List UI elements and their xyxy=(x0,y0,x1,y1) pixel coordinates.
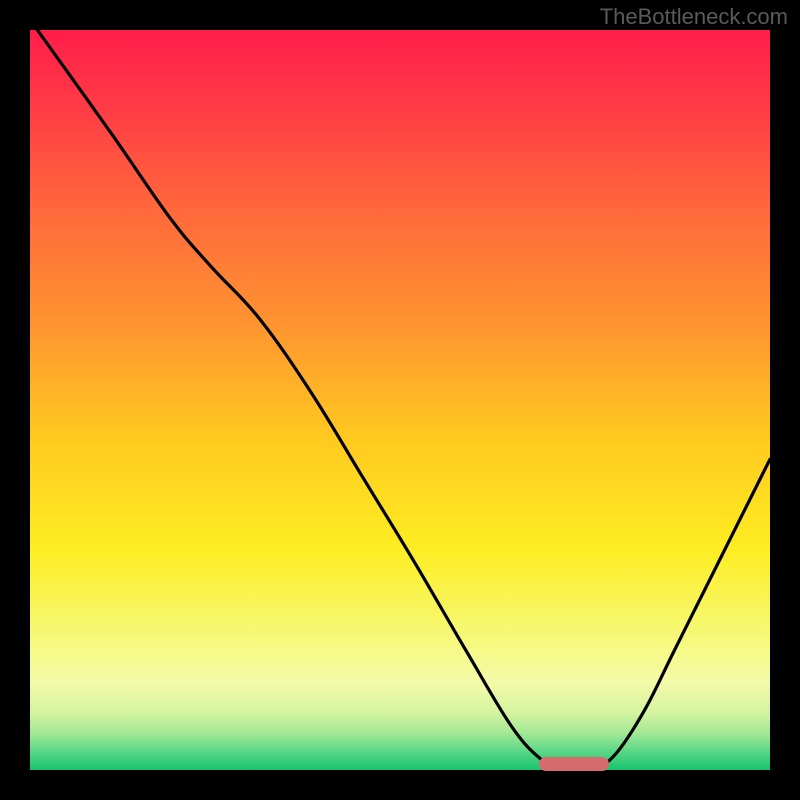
plot-area xyxy=(30,30,770,770)
bottleneck-curve xyxy=(30,30,770,770)
optimal-range-marker xyxy=(539,757,609,770)
watermark-text: TheBottleneck.com xyxy=(600,4,788,30)
